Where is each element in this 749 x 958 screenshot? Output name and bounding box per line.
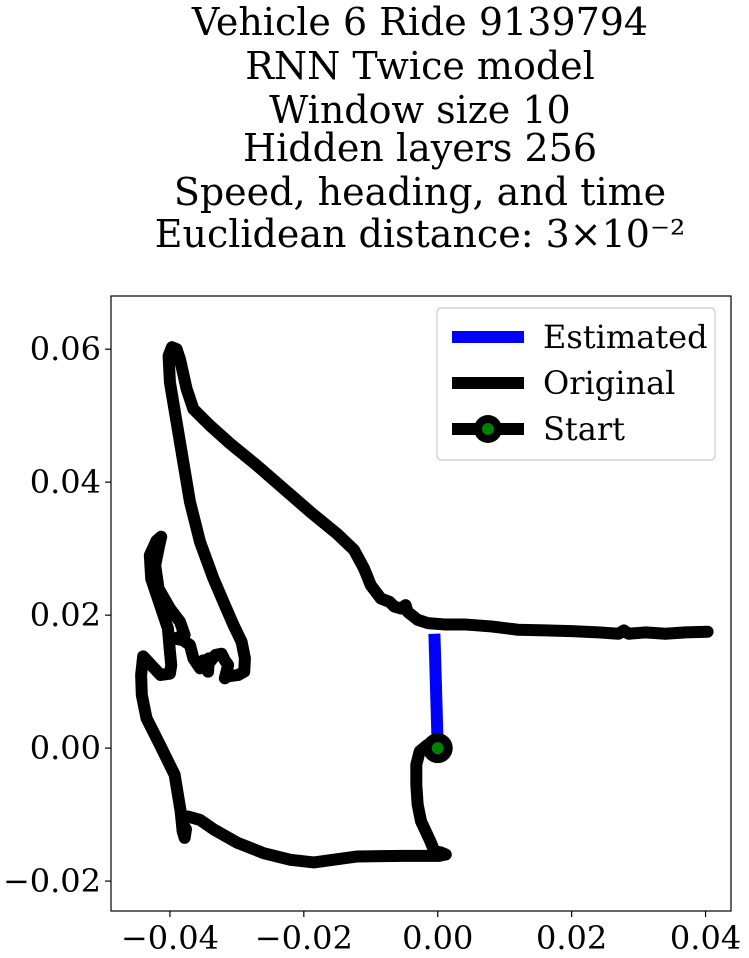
x-axis: −0.04 −0.02 0.00 0.02 0.04	[121, 911, 741, 957]
series-line-estimated	[428, 633, 444, 749]
title-line-6: Euclidean distance: 3×10⁻²	[155, 212, 686, 256]
title-line-3: Window size 10	[269, 88, 570, 132]
legend-label-estimated: Estimated	[543, 318, 708, 356]
series-line-original	[135, 341, 714, 869]
chart-title: Vehicle 6 Ride 9139794 RNN Twice model W…	[155, 0, 686, 256]
legend: Estimated Original Start	[436, 307, 716, 461]
plot-area	[135, 341, 714, 869]
start-marker-dot	[431, 742, 444, 755]
x-tick-label: 0.04	[670, 919, 741, 957]
x-tick-label: −0.02	[255, 919, 353, 957]
title-line-5: Speed, heading, and time	[174, 170, 666, 214]
legend-label-original: Original	[543, 364, 675, 402]
x-tick-label: 0.00	[402, 919, 473, 957]
y-tick-label: 0.00	[30, 729, 101, 767]
y-tick-label: 0.02	[30, 596, 101, 634]
title-line-2: RNN Twice model	[245, 44, 595, 88]
title-line-1: Vehicle 6 Ride 9139794	[191, 0, 648, 44]
y-tick-label: 0.04	[30, 463, 101, 501]
legend-label-start: Start	[543, 410, 625, 448]
x-tick-label: 0.02	[536, 919, 607, 957]
legend-swatch-start-dot	[482, 423, 494, 435]
y-tick-label: −0.02	[3, 862, 101, 900]
title-line-4: Hidden layers 256	[243, 126, 597, 170]
legend-box	[436, 307, 716, 461]
axes-frame	[110, 295, 732, 912]
x-tick-label: −0.04	[121, 919, 219, 957]
y-axis: −0.02 0.00 0.02 0.04 0.06	[3, 330, 111, 900]
y-tick-label: 0.06	[30, 330, 101, 368]
